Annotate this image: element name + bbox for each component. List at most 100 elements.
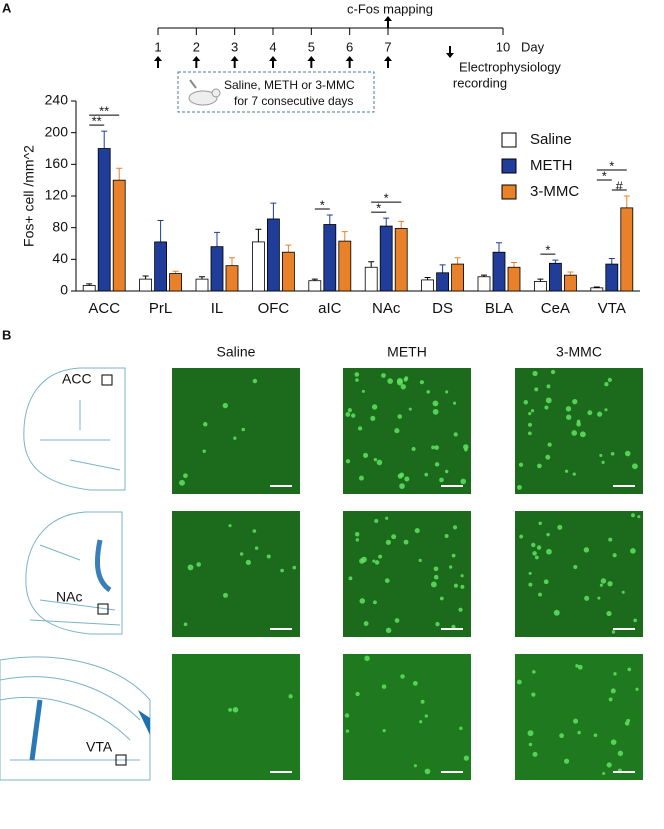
significance-label: * [376,201,381,216]
cell [630,547,636,554]
cell [430,581,437,588]
cell [546,532,550,537]
cell [266,554,271,559]
cell [635,687,639,691]
cell [345,412,351,417]
cell [345,729,350,733]
cell [411,446,416,452]
cell [452,525,458,530]
cell [460,478,466,485]
bar [379,225,393,292]
cell [463,444,469,450]
cell [528,582,533,587]
cell [355,538,360,542]
cell [464,448,468,452]
bar [154,241,168,292]
cell [531,542,536,548]
bar [364,266,378,292]
cell [607,377,612,382]
cell [357,426,363,431]
cell [432,400,439,407]
cell [434,445,440,450]
cell [575,664,579,668]
cell [608,697,613,702]
cell [382,729,386,733]
cell [608,537,613,542]
event-bottom: recording [453,75,507,90]
significance-label: * [602,168,607,183]
cell [564,758,570,764]
cell [359,598,366,604]
cell [373,457,378,462]
cell [387,378,393,384]
cell [196,562,202,567]
bar [281,251,295,292]
cell [612,553,617,558]
error-bar [383,217,390,227]
cell [579,431,586,438]
bar [323,224,337,292]
cell [564,469,569,473]
roi-box [97,603,109,615]
column-header: METH [387,344,427,360]
cell [403,539,409,545]
region-label: NAc [56,589,82,605]
cell [519,534,524,539]
bar [97,148,111,292]
bar [82,285,96,292]
micrograph [343,368,471,494]
cell [604,408,608,412]
treatment-text: for 7 consecutive days [234,94,353,108]
cell [610,451,615,456]
panel-label: B [2,327,11,342]
y-tick-label: 0 [60,282,68,298]
arrow-head [269,56,277,61]
cell [537,463,542,469]
y-tick-label: 40 [52,250,68,266]
day-label: 5 [308,39,315,54]
cell [532,370,538,377]
micrograph [343,654,471,780]
bar [394,228,408,292]
cell [611,630,616,634]
bar [308,280,322,292]
cell [433,574,439,580]
y-tick-label: 200 [45,123,69,139]
cell [245,559,251,566]
cell [545,454,551,460]
cell [187,564,194,571]
cell [538,592,542,597]
cell [538,521,542,526]
bar [195,278,209,292]
error-bar [454,257,461,265]
day-label: 3 [231,39,238,54]
region-label: VTA [86,739,113,755]
cell [460,574,464,578]
cell [528,571,532,575]
error-bar [341,231,348,242]
arrow-head [154,56,162,61]
roi-box [115,754,127,766]
bar [549,262,562,292]
cell [179,479,185,486]
x-tick-label: CeA [541,300,570,317]
cell [527,431,532,436]
cell [593,733,598,738]
cell [432,408,439,415]
cell [523,400,529,405]
cell [381,684,387,689]
arrow-head [384,56,392,61]
day-label: 10 [496,39,510,54]
error-bar [214,231,220,247]
cell [613,672,617,676]
cell [370,415,376,421]
cell [424,472,429,477]
cell [223,592,228,598]
error-bar [116,167,123,181]
cell [576,421,581,427]
cell [203,422,208,427]
micrograph [515,511,643,637]
cell [553,609,560,616]
cell [453,583,459,588]
cell [460,584,465,589]
